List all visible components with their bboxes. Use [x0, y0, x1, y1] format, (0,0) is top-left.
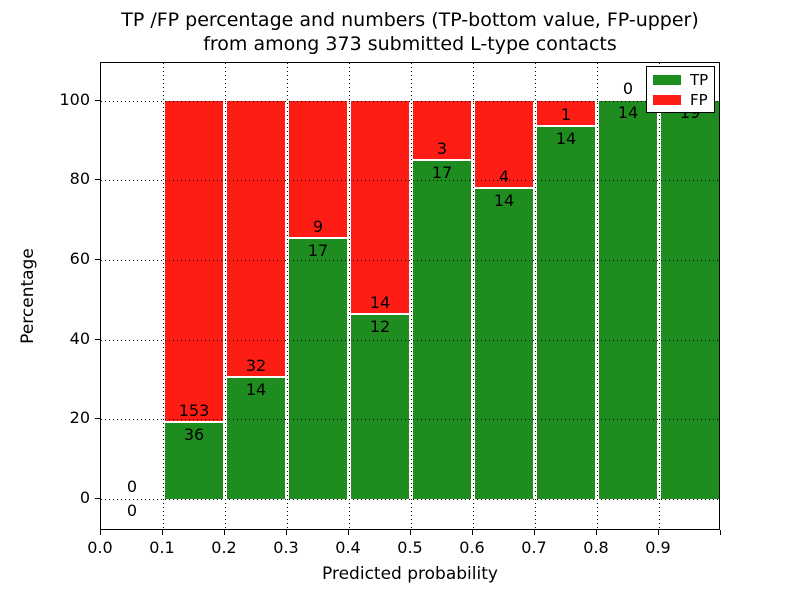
x-axis-label: Predicted probability [322, 564, 498, 584]
bar-label-fp-count: 14 [369, 293, 391, 313]
y-tick-mark [95, 99, 100, 101]
bar-segment-fp [227, 100, 285, 376]
chart-title-line1: TP /FP percentage and numbers (TP-bottom… [121, 9, 699, 31]
bar-label-tp-count: 17 [431, 162, 453, 182]
chart-title-line2: from among 373 submitted L-type contacts [203, 33, 617, 55]
y-tick-mark [95, 179, 100, 181]
bar-segment-fp [475, 100, 533, 188]
bar-label-fp-count: 153 [178, 401, 210, 421]
x-tick-mark [596, 530, 597, 535]
legend-entry-fp: FP [653, 92, 708, 108]
bar-label-tp-count: 14 [245, 379, 267, 399]
bar-segment-tp [661, 100, 719, 500]
x-tick-label: 0.6 [459, 538, 485, 557]
legend-entry-tp: TP [653, 72, 708, 88]
tp-color-swatch-icon [653, 75, 681, 85]
bar-segment-tp [475, 189, 533, 500]
gridline-vertical [163, 63, 164, 531]
bar-label-tp-count: 14 [555, 129, 577, 149]
x-tick-label: 0.7 [521, 538, 547, 557]
bar-segment-fp [537, 100, 595, 126]
x-tick-label: 0.3 [273, 538, 299, 557]
chart-title: TP /FP percentage and numbers (TP-bottom… [100, 8, 720, 56]
bar-label-fp-count: 3 [436, 138, 448, 158]
bar-label-tp-count: 14 [617, 102, 639, 122]
x-tick-mark [162, 530, 163, 535]
bar-segment-tp [227, 377, 285, 500]
bar-segment-tp [351, 315, 409, 500]
bar-label-fp-count: 0 [622, 78, 634, 98]
fp-color-swatch-icon [653, 95, 681, 105]
bar-segment-tp [599, 100, 657, 500]
bar-segment-tp [289, 238, 347, 500]
y-tick-label: 40 [69, 328, 90, 348]
bar-label-tp-count: 14 [493, 191, 515, 211]
y-tick-label: 60 [69, 249, 90, 269]
x-tick-mark [286, 530, 287, 535]
legend-label-tp: TP [690, 71, 709, 89]
gridline-vertical [535, 63, 536, 531]
x-tick-label: 0.5 [397, 538, 423, 557]
bar-label-fp-count: 32 [245, 355, 267, 375]
gridline-vertical [597, 63, 598, 531]
y-tick-label: 100 [59, 89, 90, 109]
bar-label-fp-count: 9 [312, 216, 324, 236]
bar-label-fp-count: 0 [126, 477, 138, 497]
gridline-vertical [659, 63, 660, 531]
x-tick-label: 0.8 [583, 538, 609, 557]
gridline-vertical [349, 63, 350, 531]
bar-label-tp-count: 36 [183, 425, 205, 445]
bar-label-tp-count: 12 [369, 317, 391, 337]
bar-label-tp-count: 0 [126, 501, 138, 521]
plot-area: 001533632149171412317414114014019 [100, 62, 721, 531]
y-tick-label: 20 [69, 408, 90, 428]
bar-segment-tp [413, 160, 471, 500]
bar-segment-tp [165, 423, 223, 500]
legend-label-fp: FP [690, 91, 708, 109]
y-tick-mark [95, 498, 100, 500]
x-tick-label: 0.4 [335, 538, 361, 557]
x-tick-label: 0.2 [211, 538, 237, 557]
bar-segment-fp [351, 100, 409, 314]
bar-segment-tp [537, 127, 595, 500]
bar-segment-fp [289, 100, 347, 237]
x-tick-mark [410, 530, 411, 535]
x-tick-label: 0.0 [87, 538, 113, 557]
x-tick-label: 0.9 [645, 538, 671, 557]
gridline-vertical [411, 63, 412, 531]
gridline-vertical [287, 63, 288, 531]
bar-label-fp-count: 4 [498, 167, 510, 187]
gridline-vertical [473, 63, 474, 531]
gridline-vertical [225, 63, 226, 531]
legend: TP FP [646, 66, 715, 113]
x-tick-mark [658, 530, 659, 535]
y-tick-label: 80 [69, 169, 90, 189]
y-tick-mark [95, 418, 100, 420]
bar-segment-fp [413, 100, 471, 159]
x-tick-mark [224, 530, 225, 535]
x-tick-label: 0.1 [149, 538, 175, 557]
y-axis-label: Percentage [18, 248, 38, 344]
bar-label-fp-count: 1 [560, 105, 572, 125]
y-tick-mark [95, 338, 100, 340]
x-tick-mark [348, 530, 349, 535]
x-tick-mark [534, 530, 535, 535]
x-tick-mark [720, 530, 721, 535]
y-tick-label: 0 [79, 488, 90, 508]
y-tick-mark [95, 259, 100, 261]
bar-label-tp-count: 17 [307, 240, 329, 260]
x-tick-mark [472, 530, 473, 535]
x-tick-mark [100, 530, 101, 535]
